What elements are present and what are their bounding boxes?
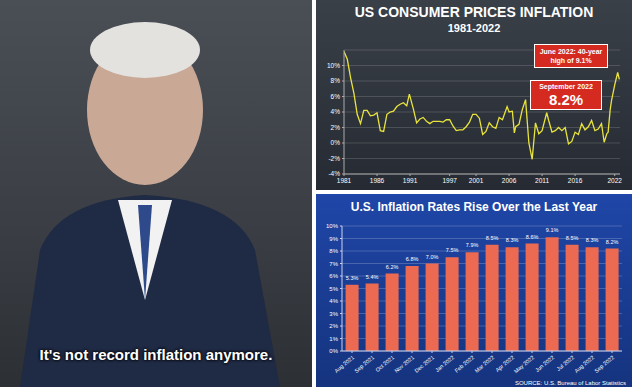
svg-text:Jun 2022: Jun 2022 [534, 354, 555, 373]
svg-text:1991: 1991 [403, 177, 418, 184]
svg-text:4%: 4% [329, 298, 338, 304]
html-text:U.S. Inflation Rates Rise Over: U.S. Inflation Rates Rise Over the Last … [350, 200, 598, 214]
svg-text:1997: 1997 [442, 177, 457, 184]
svg-text:7.5%: 7.5% [446, 247, 459, 253]
html-text:1981-2022: 1981-2022 [447, 22, 501, 34]
svg-text:1981: 1981 [337, 177, 352, 184]
svg-text:10%: 10% [326, 223, 339, 229]
svg-text:-4%: -4% [328, 170, 340, 177]
svg-text:Mar 2022: Mar 2022 [473, 354, 495, 374]
svg-text:8.5%: 8.5% [566, 235, 579, 241]
svg-text:2001: 2001 [469, 177, 484, 184]
svg-text:8.5%: 8.5% [486, 235, 499, 241]
svg-text:7.0%: 7.0% [426, 254, 439, 260]
svg-text:3%: 3% [329, 311, 338, 317]
svg-text:7%: 7% [329, 261, 338, 267]
svg-text:5.4%: 5.4% [366, 274, 379, 280]
svg-text:2011: 2011 [535, 177, 549, 184]
svg-text:4%: 4% [331, 108, 341, 115]
html-text:8.2%: 8.2% [548, 91, 584, 108]
svg-text:Feb 2022: Feb 2022 [453, 354, 475, 374]
svg-text:9.1%: 9.1% [546, 227, 559, 233]
svg-text:8.3%: 8.3% [586, 237, 599, 243]
svg-text:8.2%: 8.2% [606, 239, 619, 245]
svg-text:1986: 1986 [370, 177, 385, 184]
svg-text:Oct 2021: Oct 2021 [374, 354, 395, 373]
svg-text:0%: 0% [331, 139, 341, 146]
html-text:SOURCE: U.S. Bureau of Labor S: SOURCE: U.S. Bureau of Labor Statistics [515, 380, 626, 386]
svg-text:6.8%: 6.8% [406, 256, 419, 262]
svg-text:5%: 5% [329, 286, 338, 292]
svg-text:8.6%: 8.6% [526, 234, 539, 240]
svg-text:8%: 8% [331, 77, 341, 84]
svg-text:Apr 2022: Apr 2022 [494, 354, 516, 374]
svg-text:10%: 10% [327, 62, 340, 69]
svg-text:Jul 2022: Jul 2022 [555, 354, 576, 373]
svg-text:2016: 2016 [568, 177, 583, 184]
html-text:September 2022: September 2022 [539, 83, 593, 90]
svg-text:5.3%: 5.3% [346, 275, 359, 281]
svg-text:6.2%: 6.2% [386, 264, 399, 270]
svg-text:Aug 2022: Aug 2022 [573, 354, 595, 374]
html-text:It's not record inflation anym: It's not record inflation anymore. [39, 346, 273, 363]
svg-text:2022: 2022 [607, 177, 622, 184]
svg-text:7.9%: 7.9% [466, 242, 479, 248]
svg-text:2%: 2% [331, 124, 341, 131]
svg-text:6%: 6% [329, 273, 338, 279]
svg-text:2006: 2006 [502, 177, 517, 184]
svg-text:Sep 2022: Sep 2022 [593, 354, 615, 374]
svg-text:2%: 2% [329, 323, 338, 329]
svg-text:Dec 2021: Dec 2021 [413, 354, 435, 374]
svg-text:1%: 1% [329, 336, 338, 342]
html-text:US CONSUMER PRICES INFLATION: US CONSUMER PRICES INFLATION [354, 4, 594, 20]
html-text:June 2022: 40-year high of 9.1: June 2022: 40-year high of 9.1% [539, 48, 603, 64]
svg-text:8%: 8% [329, 248, 338, 254]
svg-text:0%: 0% [329, 348, 338, 354]
svg-text:Sep 2021: Sep 2021 [353, 354, 375, 374]
svg-text:Jan 2022: Jan 2022 [434, 354, 455, 373]
svg-text:8.3%: 8.3% [506, 237, 519, 243]
svg-text:9%: 9% [329, 236, 338, 242]
svg-text:Nov 2021: Nov 2021 [393, 354, 415, 374]
svg-text:Aug 2021: Aug 2021 [333, 354, 355, 374]
svg-text:May 2022: May 2022 [513, 354, 535, 374]
svg-text:-2%: -2% [328, 155, 340, 162]
svg-text:6%: 6% [331, 93, 341, 100]
